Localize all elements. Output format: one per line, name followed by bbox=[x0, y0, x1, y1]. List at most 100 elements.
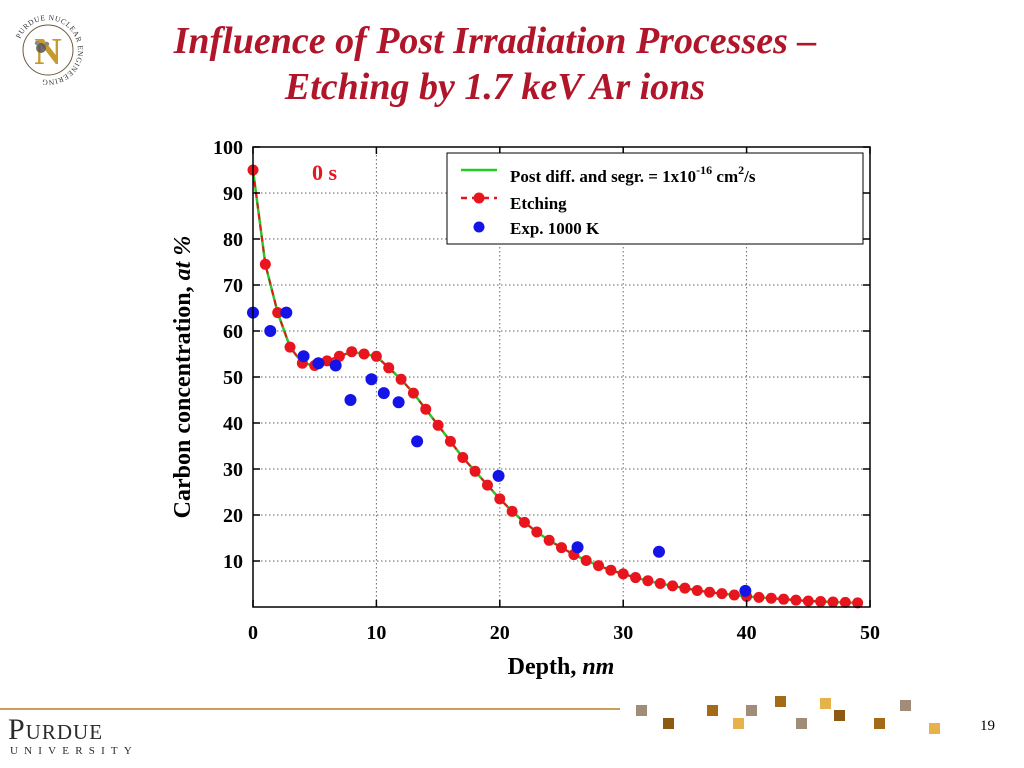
decor-square bbox=[900, 700, 911, 711]
experiment-point bbox=[377, 387, 390, 400]
y-tick-label: 80 bbox=[223, 229, 243, 251]
etching-point bbox=[667, 580, 679, 592]
etching-point bbox=[272, 307, 284, 319]
etching-point bbox=[728, 589, 740, 601]
experiment-point bbox=[312, 357, 325, 370]
plot-frame bbox=[252, 146, 871, 608]
etching-point bbox=[790, 594, 802, 606]
y-tick-label: 40 bbox=[223, 413, 243, 435]
y-tick-label: 30 bbox=[223, 459, 243, 481]
y-axis-label: Carbon concentration, at % bbox=[170, 236, 196, 519]
purdue-nuclear-engineering-seal: PURDUE NUCLEAR ENGINEERING N bbox=[8, 10, 88, 90]
decor-square bbox=[746, 705, 757, 716]
x-tick-label: 40 bbox=[737, 622, 757, 644]
etching-point bbox=[444, 435, 456, 447]
decor-square bbox=[874, 718, 885, 729]
title-line-1: Influence of Post Irradiation Processes … bbox=[173, 20, 817, 62]
y-tick-label: 50 bbox=[223, 367, 243, 389]
etching-point bbox=[518, 516, 530, 528]
etching-point bbox=[580, 555, 592, 567]
slide-title: Influence of Post Irradiation Processes … bbox=[90, 18, 900, 110]
carbon-depth-chart: 0 10 20 30 40 50 10 20 30 40 50 60 70 80 90 100 0 s Pos… bbox=[170, 137, 880, 680]
experiment-point bbox=[652, 545, 665, 558]
legend: Post diff. and segr. = 1x10-16 cm2/s Etc… bbox=[446, 152, 864, 245]
experiment-point bbox=[365, 373, 378, 386]
y-tick-label: 20 bbox=[223, 505, 243, 527]
etching-point bbox=[704, 586, 716, 598]
experiment-point bbox=[297, 350, 310, 363]
etching-point bbox=[506, 505, 518, 517]
legend-etching-marker bbox=[473, 192, 485, 204]
etching-point bbox=[370, 350, 382, 362]
decor-square bbox=[929, 723, 940, 734]
decor-square bbox=[820, 698, 831, 709]
y-tick-label: 90 bbox=[223, 183, 243, 205]
x-tick-label: 0 bbox=[248, 622, 258, 644]
etching-point bbox=[654, 578, 666, 590]
title-line-2: Etching by 1.7 keV Ar ions bbox=[284, 66, 706, 108]
etching-point bbox=[691, 584, 703, 596]
experiment-point bbox=[329, 359, 342, 372]
etching-point bbox=[333, 350, 345, 362]
decor-square bbox=[707, 705, 718, 716]
etching-point bbox=[420, 403, 432, 415]
experiment-point bbox=[344, 394, 357, 406]
etching-point bbox=[753, 591, 765, 603]
series-markers bbox=[247, 164, 864, 609]
etching-point bbox=[543, 534, 555, 546]
y-tick-label: 60 bbox=[223, 321, 243, 343]
etching-point bbox=[839, 596, 851, 608]
purdue-wordmark: Purdue bbox=[8, 713, 104, 746]
y-tick-label: 70 bbox=[223, 275, 243, 297]
legend-diffusion-label: Post diff. and segr. = 1x10-16 cm2/s bbox=[510, 163, 756, 186]
x-tick-label: 30 bbox=[613, 622, 633, 644]
etching-point bbox=[716, 588, 728, 600]
etching-point bbox=[531, 526, 543, 538]
legend-etching-label: Etching bbox=[510, 194, 567, 213]
etching-point bbox=[481, 479, 493, 491]
etching-point bbox=[346, 346, 358, 358]
decor-square bbox=[834, 710, 845, 721]
experiment-point bbox=[571, 541, 584, 554]
y-tick-label: 100 bbox=[213, 137, 243, 159]
etching-point bbox=[617, 568, 629, 580]
experiment-point bbox=[411, 435, 424, 448]
experiment-point bbox=[264, 325, 277, 337]
x-tick-label: 20 bbox=[490, 622, 510, 644]
experiment-point bbox=[739, 584, 752, 597]
experiment-point bbox=[280, 306, 293, 319]
etching-point bbox=[852, 597, 864, 609]
decor-square bbox=[636, 705, 647, 716]
etching-point bbox=[259, 258, 271, 270]
etching-point bbox=[630, 572, 642, 584]
experiment-point bbox=[492, 469, 505, 482]
etching-point bbox=[605, 564, 617, 576]
etching-point bbox=[593, 560, 605, 572]
purdue-university-label: UNIVERSITY bbox=[10, 745, 138, 757]
etching-point bbox=[556, 542, 567, 554]
etching-point bbox=[815, 595, 827, 607]
x-axis-label: Depth, nm bbox=[508, 654, 615, 680]
etching-point bbox=[383, 362, 395, 374]
etching-point bbox=[679, 582, 691, 594]
etching-point bbox=[457, 452, 469, 463]
etching-point bbox=[494, 493, 506, 505]
etching-point bbox=[407, 387, 419, 399]
etching-point bbox=[827, 596, 839, 608]
y-tick-label: 10 bbox=[223, 551, 243, 573]
etching-point bbox=[765, 592, 777, 604]
decor-square bbox=[733, 718, 744, 729]
etching-point bbox=[432, 419, 444, 431]
legend-experiment-marker bbox=[473, 221, 485, 233]
time-annotation: 0 s bbox=[312, 160, 338, 185]
etching-point bbox=[778, 593, 790, 605]
x-tick-label: 50 bbox=[860, 622, 880, 644]
etching-point bbox=[284, 341, 296, 353]
x-tick-label: 10 bbox=[366, 622, 386, 644]
footer-divider bbox=[0, 708, 620, 710]
etching-point bbox=[395, 373, 407, 385]
etching-point bbox=[469, 465, 481, 477]
legend-experiment-label: Exp. 1000 K bbox=[510, 219, 600, 238]
experiment-point bbox=[392, 396, 405, 409]
etching-point bbox=[358, 348, 370, 360]
